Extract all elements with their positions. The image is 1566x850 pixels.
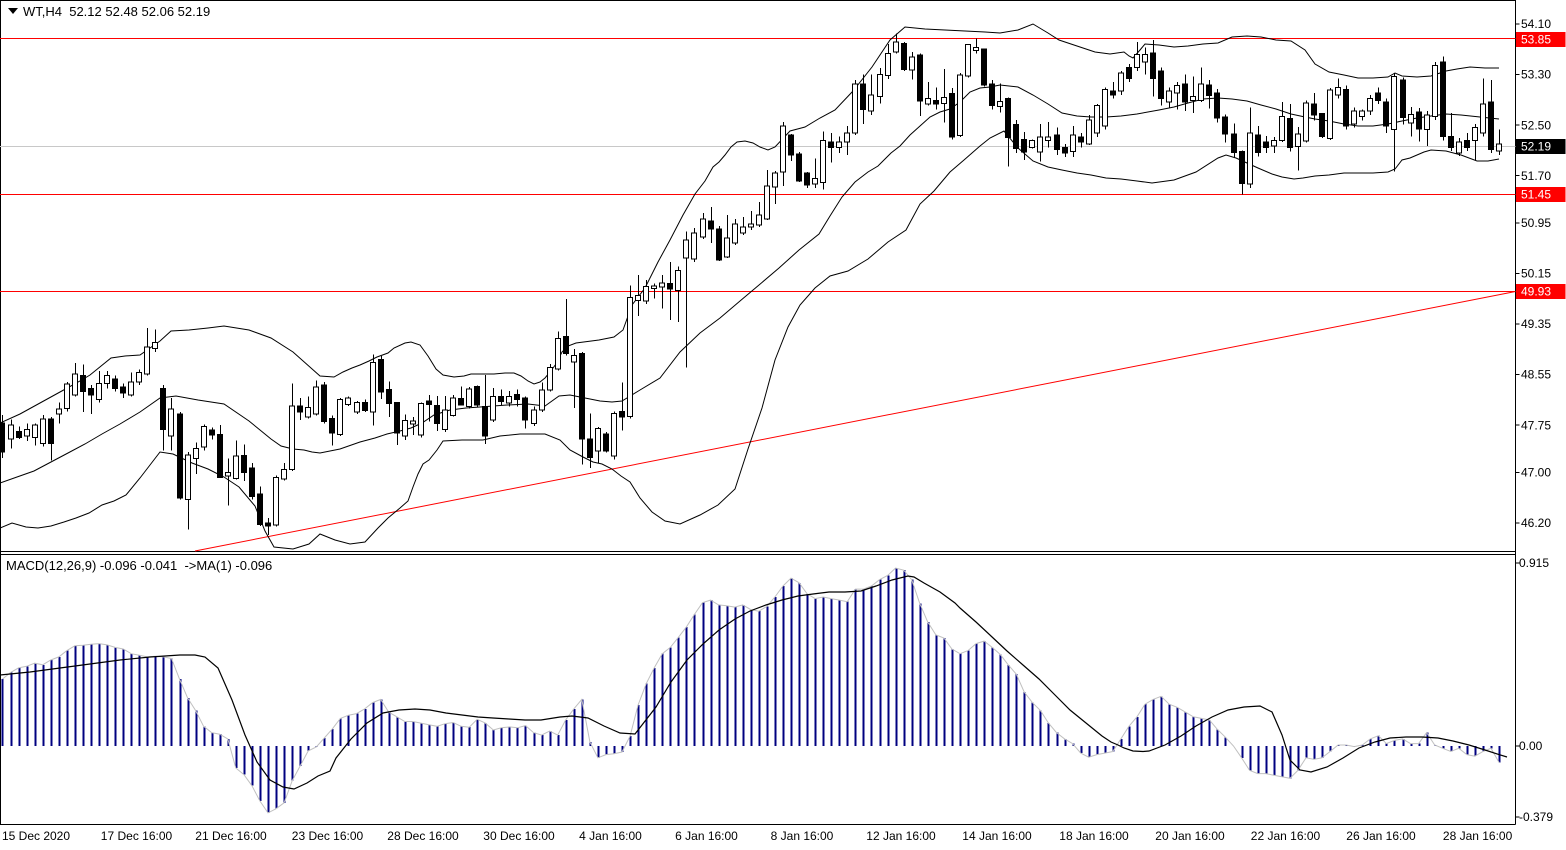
- svg-text:26 Jan 16:00: 26 Jan 16:00: [1346, 829, 1416, 843]
- svg-text:52.50: 52.50: [1521, 118, 1551, 132]
- svg-text:28 Jan 16:00: 28 Jan 16:00: [1443, 829, 1513, 843]
- svg-text:0.00: 0.00: [1519, 739, 1543, 753]
- svg-text:WT,H4 52.12 52.48 52.06 52.19: WT,H4 52.12 52.48 52.06 52.19: [23, 4, 210, 19]
- svg-text:4 Jan 16:00: 4 Jan 16:00: [579, 829, 642, 843]
- svg-text:22 Jan 16:00: 22 Jan 16:00: [1251, 829, 1321, 843]
- svg-text:17 Dec 16:00: 17 Dec 16:00: [101, 829, 173, 843]
- svg-text:8 Jan 16:00: 8 Jan 16:00: [771, 829, 834, 843]
- svg-text:49.93: 49.93: [1521, 285, 1551, 299]
- svg-text:MACD(12,26,9) -0.096 -0.041 -: MACD(12,26,9) -0.096 -0.041 ->MA(1) -0.0…: [6, 558, 272, 573]
- svg-text:50.95: 50.95: [1521, 216, 1551, 230]
- svg-text:51.70: 51.70: [1521, 169, 1551, 183]
- svg-text:46.20: 46.20: [1521, 516, 1551, 530]
- svg-text:47.00: 47.00: [1521, 466, 1551, 480]
- svg-text:53.30: 53.30: [1521, 68, 1551, 82]
- svg-text:18 Jan 16:00: 18 Jan 16:00: [1059, 829, 1129, 843]
- svg-text:15 Dec 2020: 15 Dec 2020: [2, 829, 70, 843]
- svg-text:54.10: 54.10: [1521, 17, 1551, 31]
- svg-text:12 Jan 16:00: 12 Jan 16:00: [866, 829, 936, 843]
- svg-text:51.45: 51.45: [1521, 188, 1551, 202]
- svg-text:53.85: 53.85: [1521, 33, 1551, 47]
- svg-text:20 Jan 16:00: 20 Jan 16:00: [1155, 829, 1225, 843]
- svg-text:50.15: 50.15: [1521, 267, 1551, 281]
- svg-text:48.55: 48.55: [1521, 368, 1551, 382]
- svg-text:47.75: 47.75: [1521, 418, 1551, 432]
- svg-text:23 Dec 16:00: 23 Dec 16:00: [292, 829, 364, 843]
- svg-text:-0.379: -0.379: [1519, 810, 1553, 824]
- svg-text:21 Dec 16:00: 21 Dec 16:00: [195, 829, 267, 843]
- svg-text:14 Jan 16:00: 14 Jan 16:00: [962, 829, 1032, 843]
- svg-text:0.915: 0.915: [1519, 556, 1549, 570]
- svg-text:49.35: 49.35: [1521, 317, 1551, 331]
- svg-text:30 Dec 16:00: 30 Dec 16:00: [483, 829, 555, 843]
- svg-text:52.19: 52.19: [1521, 140, 1551, 154]
- svg-text:28 Dec 16:00: 28 Dec 16:00: [387, 829, 459, 843]
- svg-text:6 Jan 16:00: 6 Jan 16:00: [675, 829, 738, 843]
